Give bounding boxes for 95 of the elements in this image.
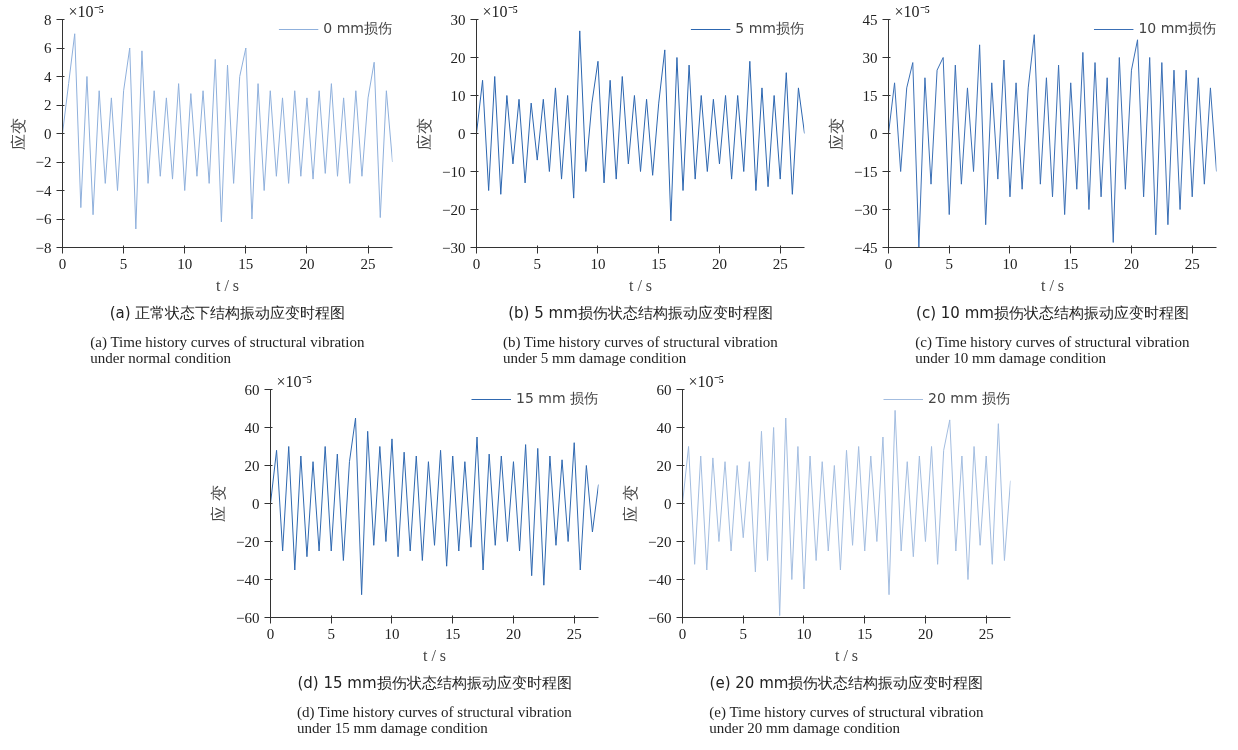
y-tick-label: 30	[450, 11, 466, 28]
annotation: ×10⁻⁵	[482, 2, 519, 20]
y-tick-label: −40	[648, 571, 672, 588]
y-tick-label: 45	[862, 11, 878, 28]
x-tick-label: 20	[917, 625, 933, 642]
y-tick-label: 0	[664, 495, 672, 512]
y-tick-label: −6	[35, 211, 52, 227]
y-tick-label: −20	[442, 201, 466, 218]
y-axis-title: 应变	[827, 117, 847, 150]
y-tick-label: 20	[450, 49, 466, 66]
x-axis-title: t / s	[628, 276, 653, 294]
x-tick-label: 25	[360, 255, 376, 272]
text: (a) Time history curves of structural vibration under normal condition	[90, 333, 365, 366]
x-axis-title: t / s	[215, 276, 240, 294]
x-tick-label: 15	[1063, 255, 1079, 272]
text: (d) Time history curves of structural vibration under 15 mm damage condition	[296, 703, 573, 736]
text: (e) 20 mm损伤状态结构振动应变时程图	[709, 673, 984, 692]
text: (b) Time history curves of structural vibration under 5 mm damage condition	[502, 333, 779, 366]
y-tick-label: 10	[450, 87, 466, 104]
x-axis-title: t / s	[834, 646, 859, 664]
x-tick-label: 20	[505, 625, 521, 642]
y-tick-label: 60	[656, 381, 672, 398]
y-tick-label: 60	[244, 381, 260, 398]
x-tick-label: 10	[177, 255, 193, 272]
x-tick-label: 25	[978, 625, 994, 642]
x-tick-label: 5	[327, 625, 335, 642]
line-series	[62, 33, 393, 230]
text: (a) 正常状态下结构振动应变时程图	[109, 303, 346, 322]
x-tick-label: 0	[266, 625, 275, 642]
y-tick-label: −60	[236, 609, 260, 626]
x-tick-label: 10	[796, 625, 812, 642]
x-tick-label: 20	[299, 255, 315, 272]
x-tick-label: 25	[566, 625, 582, 642]
x-tick-label: 20	[711, 255, 727, 272]
y-axis-title: 应变	[8, 117, 28, 150]
x-tick-label: 0	[884, 255, 893, 272]
y-tick-label: −45	[854, 239, 878, 256]
y-tick-label: −20	[236, 533, 260, 550]
legend-label: 0 mm损伤	[323, 20, 392, 38]
y-axis-title: 应 变	[209, 484, 229, 523]
legend-label: 5 mm损伤	[735, 20, 804, 38]
annotation: ×10⁻⁵	[894, 2, 931, 20]
text: (b) 5 mm损伤状态结构振动应变时程图	[508, 303, 773, 322]
y-tick-label: −2	[35, 154, 52, 170]
x-tick-label: 5	[945, 255, 953, 272]
x-tick-label: 5	[119, 255, 128, 272]
x-axis-title: t / s	[1040, 276, 1065, 294]
x-tick-label: 5	[739, 625, 747, 642]
y-tick-label: −4	[35, 182, 52, 199]
x-tick-label: 10	[590, 255, 606, 272]
y-tick-label: −10	[442, 163, 466, 180]
text: (c) Time history curves of structural vibration under 10 mm damage condition	[915, 333, 1190, 366]
y-tick-label: 0	[870, 125, 878, 142]
y-tick-label: −8	[35, 239, 52, 256]
text: ×10⁻⁵	[68, 2, 105, 20]
y-tick-label: 2	[44, 97, 52, 113]
y-axis-title: 应 变	[621, 484, 641, 523]
y-tick-label: 0	[44, 125, 52, 142]
x-tick-label: 25	[1184, 255, 1200, 272]
x-tick-label: 10	[1002, 255, 1018, 272]
y-tick-label: −30	[442, 239, 466, 256]
legend-label: 10 mm损伤	[1138, 20, 1216, 38]
x-tick-label: 25	[772, 255, 788, 272]
x-tick-label: 20	[1123, 255, 1139, 272]
x-axis-title: t / s	[422, 646, 447, 664]
text: (e) Time history curves of structural vibration under 20 mm damage condition	[709, 703, 984, 736]
x-tick-label: 0	[678, 625, 687, 642]
legend-label: 15 mm 损伤	[516, 390, 598, 408]
y-tick-label: 0	[458, 125, 466, 142]
y-tick-label: 20	[656, 457, 672, 474]
y-tick-label: 0	[252, 495, 260, 512]
y-tick-label: 6	[44, 40, 52, 56]
y-tick-label: 15	[862, 87, 878, 104]
annotation: ×10⁻⁵	[276, 372, 313, 390]
y-tick-label: 30	[862, 49, 878, 66]
y-axis-title: 应变	[415, 117, 435, 150]
x-tick-label: 10	[384, 625, 400, 642]
line-series	[270, 417, 599, 596]
legend-label: 20 mm 损伤	[928, 390, 1010, 408]
y-tick-label: 40	[244, 419, 260, 436]
y-tick-label: −30	[854, 201, 878, 218]
y-tick-label: −20	[648, 533, 672, 550]
x-tick-label: 0	[472, 255, 481, 272]
x-tick-label: 5	[533, 255, 541, 272]
y-tick-label: 8	[44, 11, 52, 28]
annotation: ×10⁻⁵	[688, 372, 725, 390]
x-tick-label: 0	[58, 255, 67, 272]
text: (c) 10 mm损伤状态结构振动应变时程图	[916, 303, 1189, 322]
y-tick-label: 20	[244, 457, 260, 474]
y-tick-label: 40	[656, 419, 672, 436]
text: (d) 15 mm损伤状态结构振动应变时程图	[297, 673, 572, 692]
y-tick-label: 4	[44, 68, 52, 85]
y-tick-label: −60	[648, 609, 672, 626]
y-tick-label: −40	[236, 571, 260, 588]
y-tick-label: −15	[854, 163, 878, 180]
